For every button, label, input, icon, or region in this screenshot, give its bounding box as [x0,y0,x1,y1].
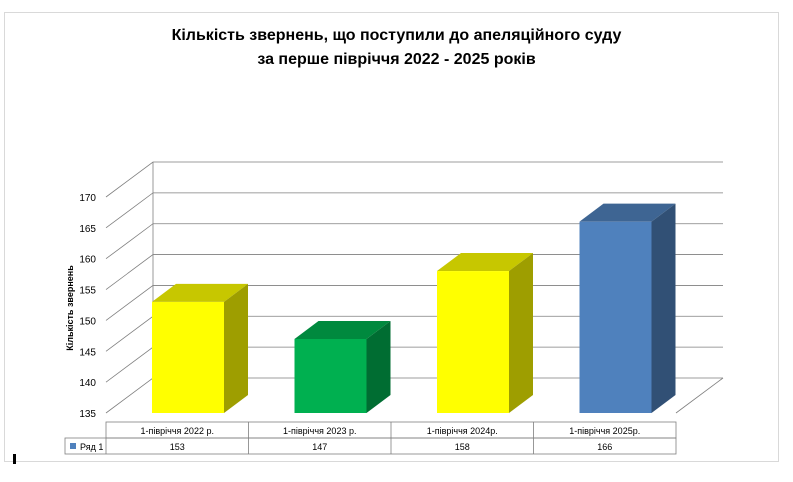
table-category-label: 1-півріччя 2023 р. [283,426,356,436]
bar-top [579,203,676,222]
gridline [105,161,723,198]
y-tick-label: 140 [79,378,96,389]
bar-front [152,301,224,413]
legend-marker [70,443,76,449]
chart-title-block: Кількість звернень, що поступили до апел… [0,24,793,72]
bar-side [509,253,533,413]
bar-front [294,338,367,413]
table-value-label: 166 [597,442,612,452]
bar-side [651,203,676,413]
table-data-row [64,437,677,455]
bar-front [437,271,509,413]
table-value-label: 158 [455,442,470,452]
chart-title: Кількість звернень, що поступили до апел… [171,27,622,44]
y-tick-label: 155 [79,286,96,297]
bar-side [366,320,391,413]
bar-top [294,320,391,339]
floor-edge [675,377,724,414]
y-tick-label: 150 [79,316,96,327]
bar-side [224,283,248,413]
legend-series-name: Ряд 1 [80,442,103,452]
y-tick-label: 160 [79,255,96,266]
bar-front [579,221,652,413]
bar-top [152,283,248,302]
table-value-label: 153 [170,442,185,452]
table-category-label: 1-півріччя 2024р. [427,426,498,436]
y-axis-label: Кількість звернень [65,265,75,351]
table-category-label: 1-півріччя 2022 р. [141,426,214,436]
y-tick-label: 170 [79,193,96,204]
y-tick-label: 145 [79,347,96,358]
y-tick-label: 165 [79,224,96,235]
chart-subtitle: за перше півріччя 2022 - 2025 років [257,51,536,68]
table-category-label: 1-півріччя 2025р. [569,426,640,436]
left-marker [13,454,16,464]
y-tick-label: 135 [79,409,96,420]
bar-top [437,253,533,272]
table-value-label: 147 [312,442,327,452]
